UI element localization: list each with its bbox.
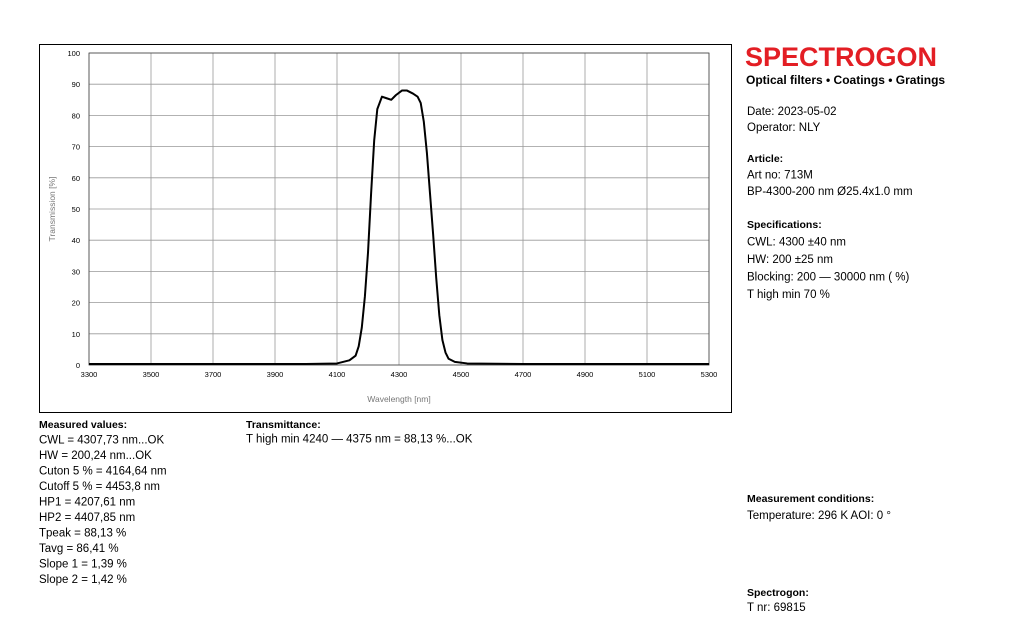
x-tick-label: 5100 — [639, 370, 656, 379]
y-tick-label: 0 — [76, 361, 80, 370]
y-tick-label: 20 — [72, 299, 80, 308]
plot-area — [88, 52, 710, 366]
section-line: Slope 2 = 1,42 % — [39, 574, 127, 586]
x-tick-label: 4500 — [453, 370, 470, 379]
section-line: Tpeak = 88,13 % — [39, 528, 126, 540]
x-axis-label: Wavelength [nm] — [367, 394, 430, 404]
section-heading: Measurement conditions: — [747, 493, 874, 505]
section-line: BP-4300-200 nm Ø25.4x1.0 mm — [747, 186, 913, 198]
section-heading: Specifications: — [747, 219, 822, 231]
brand: SPECTROGON — [745, 42, 937, 72]
section-line: HW: 200 ±25 nm — [747, 254, 833, 266]
section-line: T nr: 69815 — [747, 602, 806, 614]
y-axis-label: Transmission [%] — [47, 177, 57, 242]
section-line: Slope 1 = 1,39 % — [39, 559, 127, 571]
y-tick-label: 90 — [72, 80, 80, 89]
section-heading: Article: — [747, 153, 783, 165]
x-tick-label: 4700 — [515, 370, 532, 379]
section-heading: Transmittance: — [246, 419, 321, 431]
x-tick-label: 4900 — [577, 370, 594, 379]
x-tick-label: 3700 — [205, 370, 222, 379]
section-line: T high min 4240 — 4375 nm = 88,13 %...OK — [246, 434, 473, 446]
x-tick-label: 3900 — [267, 370, 284, 379]
section-line: Cutoff 5 % = 4453,8 nm — [39, 481, 160, 493]
y-tick-label: 50 — [72, 205, 80, 214]
y-tick-label: 70 — [72, 143, 80, 152]
y-tick-label: 40 — [72, 236, 80, 245]
x-tick-label: 4100 — [329, 370, 346, 379]
section-line: HW = 200,24 nm...OK — [39, 450, 152, 462]
y-tick-label: 80 — [72, 111, 80, 120]
y-tick-label: 10 — [72, 330, 80, 339]
section-heading: Spectrogon: — [747, 587, 809, 599]
section-line: CWL = 4307,73 nm...OK — [39, 435, 165, 447]
tagline: Optical filters • Coatings • Gratings — [746, 73, 945, 87]
x-tick-label: 4300 — [391, 370, 408, 379]
y-tick-label: 30 — [72, 267, 80, 276]
x-tick-label: 5300 — [701, 370, 718, 379]
section-line: Tavg = 86,41 % — [39, 543, 119, 555]
section-line: Temperature: 296 K AOI: 0 ° — [747, 510, 891, 522]
x-tick-label: 3500 — [143, 370, 160, 379]
section-line: HP1 = 4207,61 nm — [39, 497, 135, 509]
section-heading: Measured values: — [39, 419, 127, 431]
section-line: HP2 = 4407,85 nm — [39, 512, 135, 524]
section-line: T high min 70 % — [747, 289, 830, 301]
y-tick-label: 100 — [67, 49, 80, 58]
transmission-curve — [89, 89, 709, 366]
section-line: Blocking: 200 — 30000 nm ( %) — [747, 272, 910, 284]
date: Date: 2023-05-02 — [747, 106, 837, 118]
x-tick-label: 3300 — [81, 370, 98, 379]
section-line: CWL: 4300 ±40 nm — [747, 237, 846, 249]
y-tick-label: 60 — [72, 174, 80, 183]
operator: Operator: NLY — [747, 122, 821, 134]
section-line: Art no: 713M — [747, 170, 813, 182]
chart-frame — [39, 44, 732, 413]
section-line: Cuton 5 % = 4164,64 nm — [39, 466, 167, 478]
